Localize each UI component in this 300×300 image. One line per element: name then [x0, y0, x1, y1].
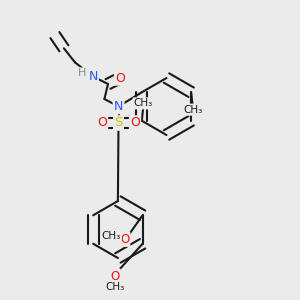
Text: O: O — [110, 269, 119, 283]
Text: CH₃: CH₃ — [134, 98, 153, 108]
Text: O: O — [130, 116, 140, 130]
Text: CH₃: CH₃ — [183, 105, 202, 115]
Text: CH₃: CH₃ — [101, 231, 121, 241]
Text: O: O — [120, 233, 129, 246]
Text: O: O — [115, 71, 125, 85]
Text: H: H — [78, 68, 87, 79]
Text: N: N — [88, 70, 98, 83]
Text: S: S — [114, 116, 123, 130]
Text: N: N — [114, 100, 123, 113]
Text: O: O — [97, 116, 107, 130]
Text: CH₃: CH₃ — [105, 281, 124, 292]
